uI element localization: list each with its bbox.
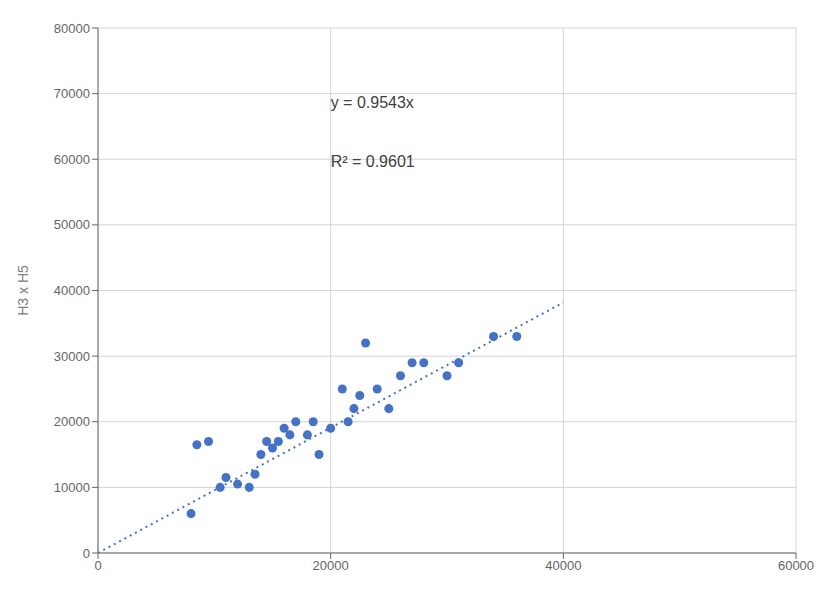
html-text:R² = 0.9601: R² = 0.9601 xyxy=(330,152,415,170)
svg-text:70000: 70000 xyxy=(54,86,90,101)
svg-text:0: 0 xyxy=(83,546,90,561)
svg-text:40000: 40000 xyxy=(545,558,581,573)
svg-text:0: 0 xyxy=(94,558,101,573)
svg-text:H3 x H5: H3 x H5 xyxy=(15,265,31,316)
svg-text:50000: 50000 xyxy=(54,217,90,232)
svg-text:40000: 40000 xyxy=(54,283,90,298)
svg-text:20000: 20000 xyxy=(313,558,349,573)
svg-text:60000: 60000 xyxy=(54,152,90,167)
svg-text:10000: 10000 xyxy=(54,480,90,495)
html-text:y = 0.9543x: y = 0.9543x xyxy=(330,93,414,111)
svg-text:30000: 30000 xyxy=(54,349,90,364)
svg-text:20000: 20000 xyxy=(54,414,90,429)
svg-text:60000: 60000 xyxy=(778,558,814,573)
svg-text:80000: 80000 xyxy=(54,21,90,36)
